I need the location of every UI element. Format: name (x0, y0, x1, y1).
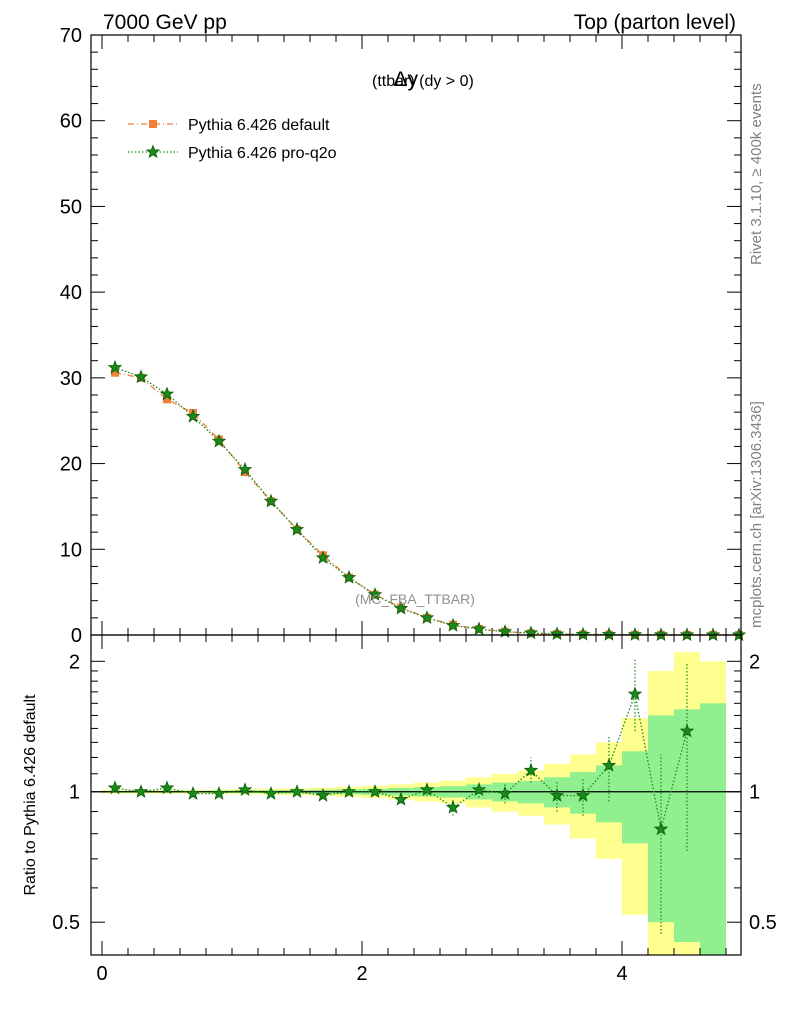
data-point-proq2o (341, 569, 357, 584)
header-right: Top (parton level) (574, 11, 736, 34)
data-point-default (111, 368, 119, 377)
data-point-proq2o (393, 600, 409, 615)
data-point-proq2o (237, 461, 253, 476)
y-tick-label: 20 (60, 454, 82, 476)
side-text-mcplots: mcplots.cern.ch [arXiv:1306.3436] (748, 401, 765, 628)
ratio-data (107, 658, 695, 934)
y-tick-label: 40 (60, 282, 82, 304)
ratio-data-point (315, 787, 331, 802)
y-tick-label: 60 (60, 111, 82, 133)
plot-title-sub: (ttbar) (dy > 0) (372, 73, 474, 90)
ratio-data-point (237, 782, 253, 797)
ratio-y-tick-label-right: 0.5 (749, 912, 777, 934)
ratio-data-point (445, 799, 461, 814)
legend-label-default: Pythia 6.426 default (188, 117, 330, 134)
main-panel: 0 10 20 30 40 50 60 70 Δy (ttbar) (dy > 0) (MC_… (60, 25, 747, 647)
legend-label-proq2o: Pythia 6.426 pro-q2o (188, 145, 337, 162)
y-tick-label: 30 (60, 368, 82, 390)
data-point-proq2o (133, 369, 149, 384)
ratio-data-point (549, 787, 565, 802)
data-point-proq2o (731, 627, 747, 642)
main-axis-ticks: 0 10 20 30 40 50 60 70 (60, 25, 741, 647)
header-left: 7000 GeV pp (103, 11, 227, 34)
ratio-data-point (523, 762, 539, 777)
ratio-data-point (575, 787, 591, 802)
ratio-data-point (367, 784, 383, 798)
ratio-data-point (679, 723, 695, 738)
y-tick-label: 0 (71, 625, 82, 647)
y-tick-label: 10 (60, 539, 82, 561)
data-point-proq2o (159, 386, 175, 401)
data-point-proq2o (679, 627, 695, 642)
data-point-proq2o (523, 625, 539, 640)
ratio-data-point (159, 780, 175, 795)
ratio-data-point (653, 821, 669, 836)
ratio-panel: 0.5 0.5 1 1 2 2 Ratio to Pythia 6.426 default (22, 634, 777, 956)
legend-marker-proq2o (145, 144, 161, 159)
legend-marker-default (149, 120, 157, 128)
x-tick-labels: 0 2 4 (96, 963, 627, 985)
x-tick-label: 2 (356, 963, 367, 985)
x-tick-label: 0 (96, 963, 107, 985)
ratio-data-point (107, 780, 123, 795)
side-text-rivet: Rivet 3.1.10, ≥ 400k events (748, 83, 765, 265)
ratio-frame (90, 634, 742, 956)
ratio-y-label: Ratio to Pythia 6.426 default (22, 694, 39, 896)
data-point-proq2o (653, 627, 669, 642)
data-point-proq2o (367, 587, 383, 601)
plot-title-main: Δy (393, 68, 418, 91)
data-point-proq2o (211, 433, 227, 448)
y-tick-label: 50 (60, 196, 82, 218)
data-point-default (163, 395, 171, 404)
ratio-data-point (211, 785, 227, 800)
ratio-data-point (289, 784, 305, 798)
ratio-data-point (185, 785, 201, 800)
ratio-y-tick-label: 1 (69, 782, 80, 804)
ratio-y-tick-label: 2 (69, 651, 80, 673)
legend: Pythia 6.426 default Pythia 6.426 pro-q2o (128, 117, 337, 162)
ratio-data-point (627, 686, 643, 701)
data-point-proq2o (627, 627, 643, 641)
ratio-data-point (471, 782, 487, 797)
ratio-data-point (341, 784, 357, 798)
ratio-data-point (419, 782, 435, 797)
ratio-data-point (393, 791, 409, 806)
x-tick-label: 4 (616, 963, 627, 985)
data-point-proq2o (315, 550, 331, 565)
y-tick-label: 70 (60, 25, 82, 47)
ratio-data-point (601, 757, 617, 772)
ratio-y-tick-label: 0.5 (52, 912, 80, 934)
analysis-watermark: (MC_FBA_TTBAR) (355, 591, 475, 607)
ratio-data-point (133, 784, 149, 798)
data-point-proq2o (601, 626, 617, 641)
data-point-proq2o (575, 626, 591, 641)
data-point-proq2o (549, 626, 565, 641)
data-point-proq2o (705, 627, 721, 642)
ratio-data-point (263, 785, 279, 800)
ratio-y-tick-label-right: 1 (749, 782, 760, 804)
data-point-proq2o (471, 621, 487, 636)
ratio-band-inner (700, 703, 726, 955)
data-point-proq2o (185, 408, 201, 423)
data-point-proq2o (107, 359, 123, 374)
data-point-proq2o (263, 493, 279, 508)
ratio-y-tick-label-right: 2 (749, 651, 760, 673)
data-point-proq2o (419, 610, 435, 625)
ratio-band-inner (622, 751, 648, 844)
ratio-data-point (497, 785, 513, 800)
data-point-proq2o (289, 521, 305, 536)
data-point-proq2o (445, 617, 461, 632)
